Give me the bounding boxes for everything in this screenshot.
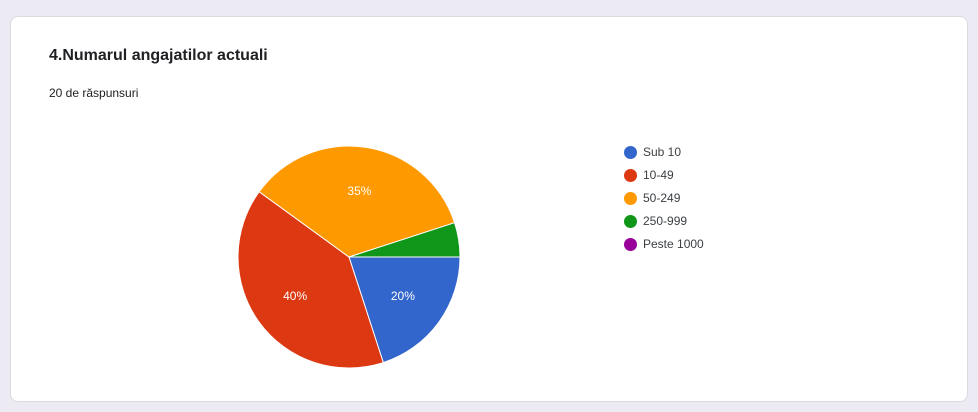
pie-chart: 20% 40% 35% [237,145,461,369]
legend-swatch [624,215,637,228]
legend-label: Sub 10 [643,145,682,159]
legend-swatch [624,238,637,251]
legend-label: 250-999 [643,214,688,228]
legend-item-50-249[interactable]: 50-249 [624,187,704,210]
response-count: 20 de răspunsuri [49,86,139,100]
pie-slice-sub-10[interactable] [348,256,461,364]
legend-item-10-49[interactable]: 10-49 [624,164,704,187]
pie-slice-250-999[interactable] [348,222,461,258]
pie-data-label: 35% [347,184,371,198]
legend-item-sub-10[interactable]: Sub 10 [624,141,704,164]
chart-legend: Sub 10 10-49 50-249 250-999 Peste 1000 [624,141,704,256]
pie-data-label: 40% [283,289,307,303]
chart-card: 4.Numarul angajatilor actuali 20 de răsp… [10,16,968,402]
legend-swatch [624,146,637,159]
pie-data-label: 20% [391,289,415,303]
pie-slice-50-249[interactable] [258,145,456,258]
legend-label: 10-49 [643,168,674,182]
legend-item-250-999[interactable]: 250-999 [624,210,704,233]
pie-slice-10-49[interactable] [237,191,384,369]
legend-label: 50-249 [643,191,681,205]
question-title: 4.Numarul angajatilor actuali [49,47,268,64]
legend-swatch [624,192,637,205]
legend-swatch [624,169,637,182]
legend-label: Peste 1000 [643,237,704,251]
legend-item-peste-1000[interactable]: Peste 1000 [624,233,704,256]
